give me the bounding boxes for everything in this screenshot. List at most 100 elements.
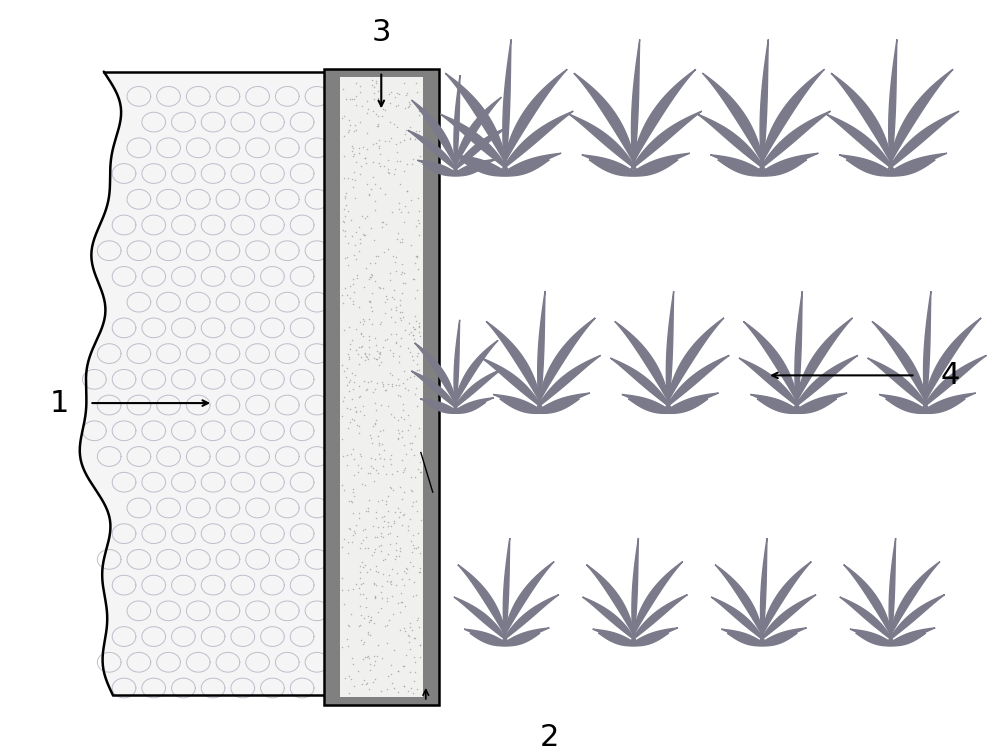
Point xyxy=(385,346,401,358)
Polygon shape xyxy=(663,393,718,413)
Point xyxy=(345,486,361,498)
Point xyxy=(385,609,401,621)
Point xyxy=(362,295,378,307)
Point xyxy=(406,370,422,383)
Point xyxy=(338,199,354,211)
Point xyxy=(402,121,418,133)
Point xyxy=(340,125,356,138)
Point xyxy=(360,466,376,479)
Polygon shape xyxy=(727,633,766,646)
Point xyxy=(392,606,408,618)
Point xyxy=(352,560,368,572)
Point xyxy=(367,332,383,344)
Point xyxy=(345,298,361,310)
Polygon shape xyxy=(470,633,509,646)
Point xyxy=(392,545,408,557)
Point xyxy=(348,156,364,169)
Point xyxy=(335,296,351,308)
Point xyxy=(405,529,421,541)
Point xyxy=(346,93,362,105)
Polygon shape xyxy=(411,100,457,169)
Point xyxy=(376,246,392,258)
Point xyxy=(398,448,414,460)
Polygon shape xyxy=(757,153,818,175)
Polygon shape xyxy=(750,395,802,413)
Point xyxy=(344,413,360,425)
Point xyxy=(406,576,422,588)
Point xyxy=(352,390,368,402)
Polygon shape xyxy=(453,155,511,175)
Point xyxy=(337,281,353,293)
Point xyxy=(344,334,360,346)
Point xyxy=(364,318,380,330)
Text: 2: 2 xyxy=(540,723,559,752)
Point xyxy=(362,256,378,268)
Point xyxy=(360,627,376,640)
Point xyxy=(396,77,412,89)
Point xyxy=(355,587,371,600)
Point xyxy=(365,386,381,398)
Point xyxy=(411,320,427,332)
Point xyxy=(388,336,404,348)
Point xyxy=(386,515,402,527)
Point xyxy=(401,630,417,642)
Polygon shape xyxy=(503,70,567,166)
Point xyxy=(380,520,396,532)
Point xyxy=(351,341,367,353)
Point xyxy=(385,484,401,496)
Point xyxy=(368,512,384,524)
Point xyxy=(372,348,388,360)
Text: 1: 1 xyxy=(50,389,69,417)
Point xyxy=(337,252,353,264)
Point xyxy=(411,110,427,122)
Point xyxy=(405,559,421,572)
Point xyxy=(411,205,427,217)
Point xyxy=(394,305,410,318)
Point xyxy=(370,521,386,533)
Point xyxy=(367,203,383,215)
Point xyxy=(370,118,386,130)
Point xyxy=(341,620,357,632)
Polygon shape xyxy=(718,160,767,176)
Point xyxy=(369,120,385,132)
Point xyxy=(391,427,407,439)
Point xyxy=(367,591,383,603)
Point xyxy=(340,259,356,271)
Point xyxy=(360,376,376,388)
Point xyxy=(361,296,377,308)
Point xyxy=(359,107,375,119)
Polygon shape xyxy=(664,399,708,414)
Point xyxy=(402,513,418,525)
Point xyxy=(397,625,413,637)
Point xyxy=(388,252,404,264)
Point xyxy=(392,506,408,518)
Point xyxy=(337,192,353,204)
Point xyxy=(365,462,381,474)
Point xyxy=(380,516,396,528)
Point xyxy=(383,328,399,340)
Point xyxy=(389,146,405,158)
Polygon shape xyxy=(887,633,926,646)
Point xyxy=(409,400,425,412)
Point xyxy=(383,659,399,671)
Point xyxy=(362,429,378,441)
Point xyxy=(348,225,364,237)
Point xyxy=(396,579,412,591)
Point xyxy=(360,626,376,638)
Point xyxy=(386,284,402,296)
Point xyxy=(403,194,419,206)
Point xyxy=(346,125,362,137)
Point xyxy=(357,348,373,360)
Polygon shape xyxy=(569,114,637,171)
Point xyxy=(372,345,388,358)
Point xyxy=(379,683,395,695)
Polygon shape xyxy=(889,538,896,646)
Point xyxy=(351,420,367,432)
Point xyxy=(412,566,428,578)
Point xyxy=(393,411,409,423)
Point xyxy=(355,318,371,330)
Point xyxy=(382,344,398,356)
Point xyxy=(387,553,403,565)
Point xyxy=(391,197,407,209)
Point xyxy=(359,351,375,363)
